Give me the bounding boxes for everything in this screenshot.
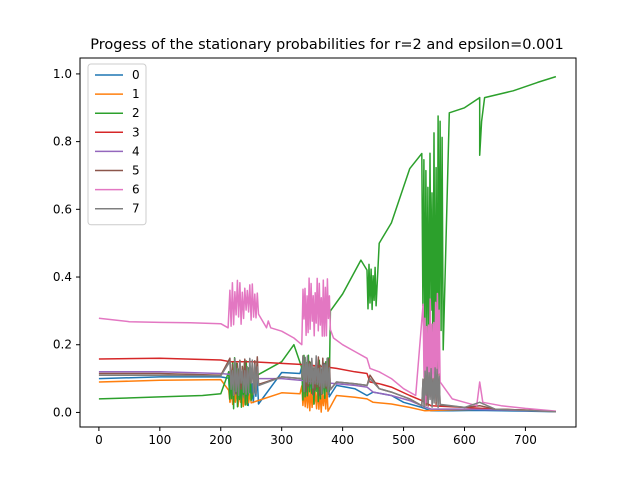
y-tick-label: 1.0 — [53, 67, 72, 81]
chart-title: Progess of the stationary probabilities … — [90, 37, 564, 53]
y-tick-label: 0.4 — [53, 270, 72, 284]
y-tick-label: 0.6 — [53, 202, 72, 216]
x-tick-label: 500 — [392, 433, 415, 447]
legend-label-0: 0 — [132, 68, 140, 82]
x-tick-label: 200 — [209, 433, 232, 447]
x-tick-label: 300 — [270, 433, 293, 447]
series-lines — [98, 75, 557, 413]
x-axis: 0 100 200 300 400 500 600 700 — [95, 427, 537, 447]
y-tick-label: 0.0 — [53, 405, 72, 419]
x-tick-label: 400 — [331, 433, 354, 447]
legend-label-5: 5 — [132, 164, 140, 178]
y-tick-label: 0.8 — [53, 135, 72, 149]
legend-label-3: 3 — [132, 125, 140, 139]
x-tick-label: 100 — [148, 433, 171, 447]
legend: 0 1 2 3 4 5 6 7 — [87, 63, 147, 226]
legend-label-7: 7 — [132, 202, 140, 216]
legend-label-6: 6 — [132, 183, 140, 197]
legend-label-1: 1 — [132, 87, 140, 101]
legend-label-4: 4 — [132, 144, 140, 158]
y-tick-label: 0.2 — [53, 338, 72, 352]
x-tick-label: 600 — [453, 433, 476, 447]
legend-label-2: 2 — [132, 106, 140, 120]
plot-frame — [79, 57, 577, 428]
legend-box — [87, 63, 147, 226]
y-axis: 0.0 0.2 0.4 0.6 0.8 1.0 — [53, 67, 80, 419]
x-tick-label: 0 — [95, 433, 103, 447]
x-tick-label: 700 — [514, 433, 537, 447]
series-line-6 — [98, 277, 556, 412]
series-line-7 — [98, 355, 556, 413]
